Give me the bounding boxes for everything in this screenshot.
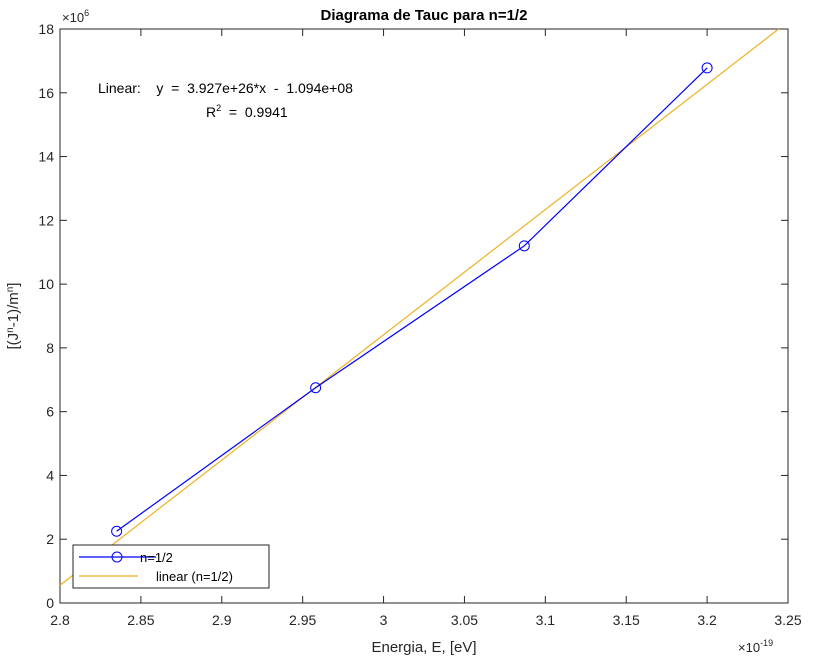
y-tick-label: 16 <box>38 85 54 101</box>
x-axis: 2.8 2.85 2.9 2.95 3 3.05 3.1 3.15 3.2 3.25 <box>50 29 802 628</box>
y-multiplier-exponent: 6 <box>84 8 89 18</box>
y-tick-label: 0 <box>46 595 54 611</box>
y-tick-label: 8 <box>46 340 54 356</box>
plot-area <box>59 28 779 586</box>
y-tick-label: 10 <box>38 276 54 292</box>
x-tick-label: 3.25 <box>774 612 801 628</box>
x-tick-label: 3.05 <box>451 612 478 628</box>
y-tick-label: 18 <box>38 21 54 37</box>
x-tick-label: 2.85 <box>127 612 154 628</box>
x-tick-label: 3 <box>380 612 388 628</box>
y-tick-label: 6 <box>46 404 54 420</box>
y-label-part-1: [(J <box>5 333 22 350</box>
x-tick-label: 3.15 <box>613 612 640 628</box>
r2-label: R <box>206 104 216 120</box>
data-point <box>518 240 530 252</box>
y-tick-label: 14 <box>38 149 54 165</box>
fit-r2-text: R2 = 0.9941 <box>206 103 288 120</box>
x-tick-label: 2.9 <box>212 612 232 628</box>
y-label-sup-1: n <box>5 327 16 333</box>
legend-label-data: n=1/2 <box>140 550 173 565</box>
y-tick-label: 2 <box>46 531 54 547</box>
y-axis-label: [(Jn-1)/mn] <box>5 283 22 350</box>
chart-title: Diagrama de Tauc para n=1/2 <box>321 7 528 24</box>
y-axis-multiplier: ×106 <box>62 8 89 25</box>
y-tick-label: 12 <box>38 212 54 228</box>
y-label-sup-2: n <box>5 287 16 293</box>
x-tick-label: 3.2 <box>697 612 717 628</box>
y-axis: 0 2 4 6 8 10 12 14 16 18 <box>38 21 788 611</box>
data-point <box>701 62 713 74</box>
data-point <box>310 382 322 394</box>
fit-equation-text: Linear: y = 3.927e+26*x - 1.094e+08 <box>98 80 353 96</box>
axes-box <box>59 28 789 604</box>
x-tick-label: 3.1 <box>536 612 556 628</box>
fit-line <box>59 28 779 586</box>
legend-marker-data <box>111 551 123 563</box>
r2-value: = 0.9941 <box>221 104 288 120</box>
y-multiplier-base: ×10 <box>62 10 84 25</box>
x-multiplier-base: ×10 <box>738 640 760 655</box>
x-tick-label: 2.95 <box>289 612 316 628</box>
x-axis-multiplier: ×10-19 <box>738 638 773 655</box>
y-label-part-2: -1)/m <box>5 292 22 327</box>
legend-box <box>72 544 270 589</box>
legend-label-fit: linear (n=1/2) <box>156 569 233 584</box>
y-label-part-3: ] <box>5 283 22 287</box>
data-line <box>116 67 708 532</box>
x-axis-label: Energia, E, [eV] <box>371 639 476 656</box>
legend: n=1/2 linear (n=1/2) <box>72 544 270 589</box>
x-tick-label: 2.8 <box>50 612 70 628</box>
y-tick-label: 4 <box>46 467 54 483</box>
r2-superscript: 2 <box>216 103 221 113</box>
data-point <box>111 525 123 537</box>
x-multiplier-exponent: -19 <box>760 638 773 648</box>
